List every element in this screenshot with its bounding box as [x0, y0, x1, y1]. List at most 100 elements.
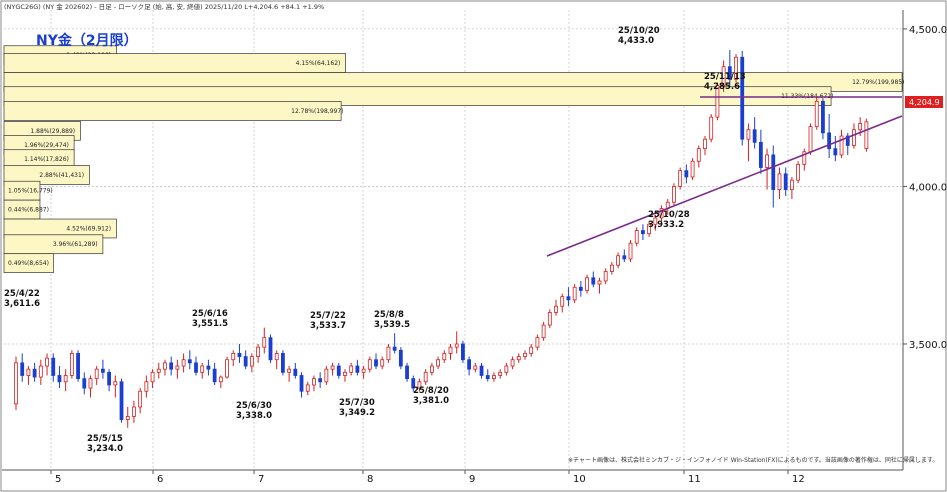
- volume-bar: [3, 165, 90, 185]
- candle-body: [175, 365, 180, 370]
- candle-body: [69, 353, 74, 376]
- candle-body: [808, 126, 813, 153]
- annotation-date: 25/6/30: [236, 401, 272, 411]
- candle-body: [758, 141, 763, 168]
- candle-body: [765, 154, 769, 168]
- candle-body: [336, 365, 341, 376]
- y-tick-label: 3,500.0: [909, 340, 947, 351]
- x-tick-label: 7: [258, 474, 264, 485]
- candle-body: [523, 353, 527, 357]
- candle-body: [200, 365, 205, 373]
- candle-body: [380, 359, 385, 367]
- candle-body: [845, 135, 850, 146]
- candle-body: [355, 365, 360, 373]
- annotation-value: 3,349.2: [339, 408, 375, 418]
- candle-body: [132, 406, 136, 417]
- copyright-note: ※チャート画像は、株式会社ミンカブ・ジ・インフォノイド Win-Station(…: [568, 456, 938, 464]
- candle-body: [411, 378, 416, 389]
- candle-body: [504, 365, 509, 373]
- candle-body: [144, 381, 149, 392]
- annotation-date: 25/7/30: [339, 398, 375, 408]
- annotation-date: 25/10/28: [648, 210, 690, 220]
- candle-body: [374, 359, 378, 367]
- candle-body: [274, 353, 279, 361]
- x-tick-label: 10: [573, 474, 586, 485]
- candle-body: [802, 151, 807, 165]
- candle-body: [467, 359, 472, 370]
- candle-body: [777, 173, 782, 190]
- candle-body: [597, 280, 602, 285]
- candle-body: [32, 368, 37, 378]
- candle-body: [125, 416, 130, 420]
- candle-body: [541, 324, 546, 339]
- annotation-value: 3,338.0: [236, 411, 272, 421]
- chart-title: NY金（2月限）: [36, 32, 138, 49]
- candle-body: [330, 365, 335, 370]
- candle-body: [535, 337, 540, 348]
- candle-body: [585, 277, 589, 291]
- candle-body: [150, 371, 155, 383]
- annotation-date: 25/4/22: [4, 289, 40, 299]
- candle-body: [796, 163, 800, 181]
- candle-body: [405, 365, 409, 380]
- candle-body: [293, 368, 298, 376]
- candle-body: [107, 371, 112, 386]
- candle-body: [622, 255, 627, 260]
- candle-body: [485, 375, 490, 380]
- candle-body: [194, 362, 198, 373]
- candle-body: [734, 56, 738, 80]
- candle-body: [709, 116, 714, 140]
- candle-body: [647, 223, 652, 235]
- candle-body: [510, 359, 515, 367]
- candle-body: [448, 346, 453, 354]
- current-price-badge: 4,204.9: [905, 96, 943, 108]
- candle-body: [398, 349, 403, 367]
- candle-body: [187, 359, 192, 364]
- candle-body: [138, 390, 143, 408]
- candle-body: [833, 148, 838, 156]
- candle-body: [63, 375, 68, 383]
- candle-body: [88, 378, 93, 389]
- candle-body: [752, 129, 757, 143]
- x-tick-label: 5: [55, 474, 61, 485]
- annotation-value: 4,433.0: [618, 36, 654, 46]
- candle-body: [343, 371, 347, 376]
- candle-body: [789, 179, 794, 190]
- candle-body: [212, 368, 217, 383]
- candle-body: [864, 121, 869, 150]
- annotation-date: 25/8/20: [413, 386, 449, 396]
- candle-body: [237, 353, 242, 357]
- candle-body: [225, 359, 229, 378]
- candle-body: [839, 135, 844, 156]
- candle-body: [746, 129, 751, 140]
- annotation-value: 3,611.6: [4, 299, 40, 309]
- annotation-date: 25/10/20: [618, 26, 660, 36]
- x-tick-label: 6: [157, 474, 163, 485]
- candle-body: [461, 343, 465, 361]
- candle-body: [101, 368, 105, 373]
- candle-body: [727, 66, 732, 80]
- candle-body: [249, 356, 254, 367]
- candle-body: [51, 357, 56, 376]
- candle-body: [578, 286, 583, 291]
- candle-body: [516, 356, 521, 361]
- volume-label: 12.79%(199,985): [852, 79, 904, 86]
- candle-body: [318, 378, 323, 383]
- annotation-date: 25/7/22: [310, 311, 346, 321]
- x-tick-label: 12: [792, 474, 805, 485]
- volume-label: 4.15%(64,162): [296, 60, 341, 67]
- candle-body: [367, 359, 372, 370]
- candle-body: [498, 371, 503, 376]
- volume-profile: 1.48%(22,100)4.15%(64,162)12.79%(199,985…: [3, 45, 904, 273]
- candle-body: [349, 365, 354, 373]
- candle-body: [858, 123, 863, 131]
- candle-body: [492, 375, 496, 380]
- candle-body: [262, 337, 267, 348]
- candle-body: [181, 359, 186, 367]
- volume-label: 12.78%(198,997): [291, 108, 343, 115]
- annotations: 25/4/223,611.6 25/5/153,234.0 25/6/163,551…: [4, 26, 746, 454]
- candle-body: [566, 296, 571, 301]
- candle-body: [119, 381, 124, 420]
